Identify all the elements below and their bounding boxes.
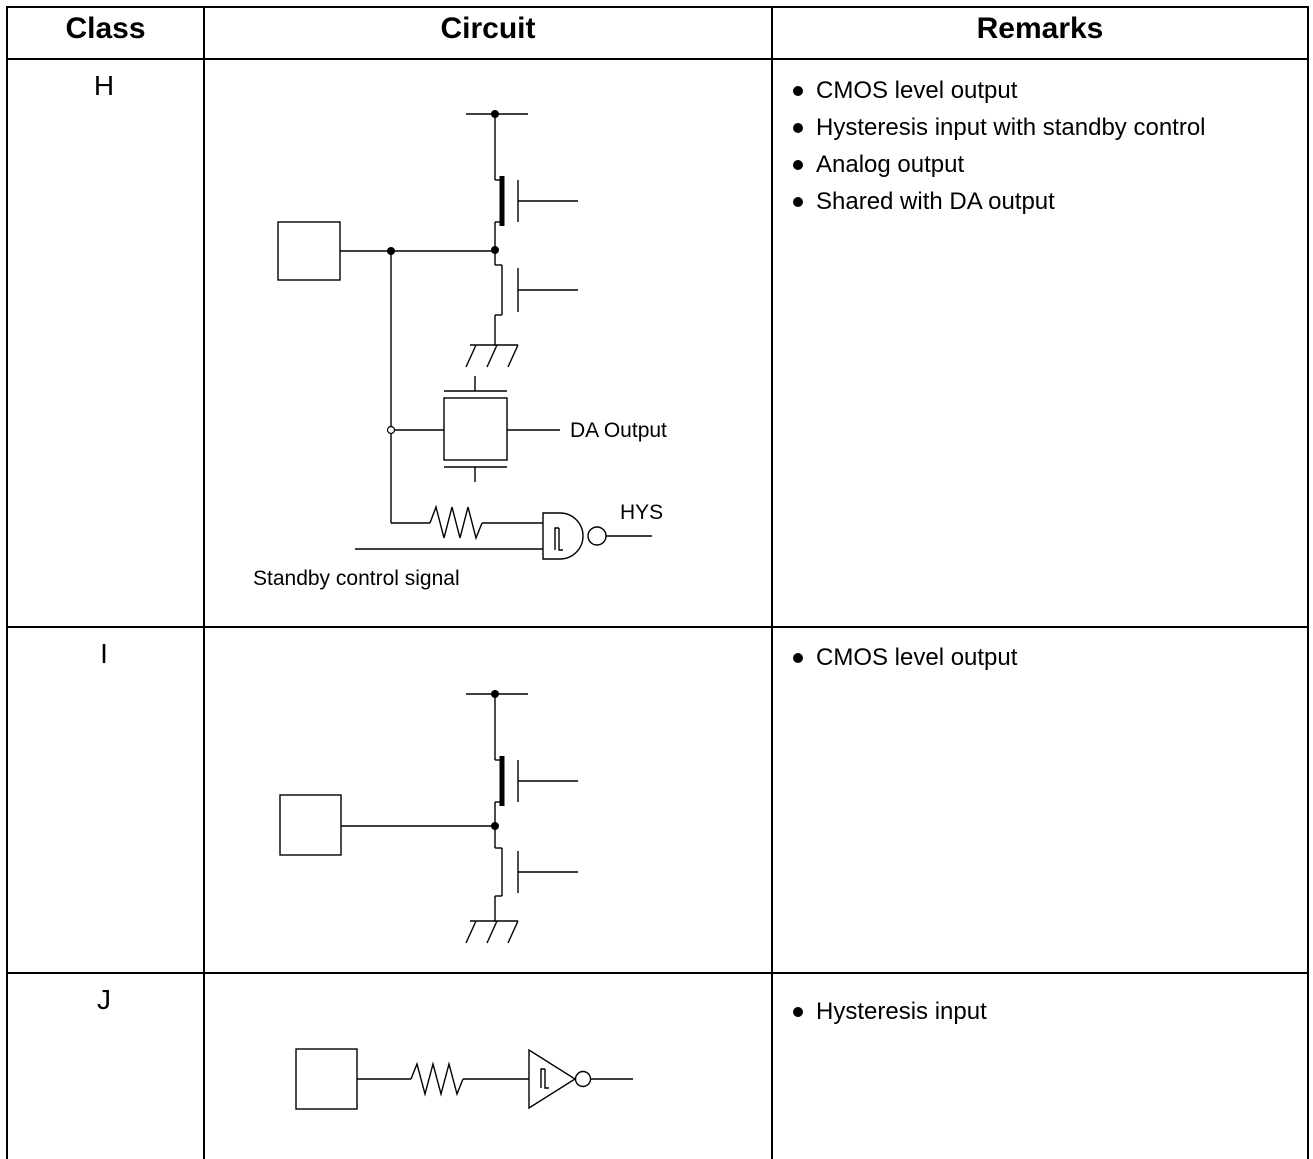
table-top-border xyxy=(6,6,1309,8)
ground-hatch xyxy=(507,920,519,944)
list-item: CMOS level output xyxy=(788,639,1308,676)
ground-hatch xyxy=(465,344,477,368)
row-i-class: I xyxy=(100,638,108,669)
standby-label: Standby control signal xyxy=(253,567,460,590)
header-remarks: Remarks xyxy=(976,12,1104,45)
row-j-class: J xyxy=(97,984,111,1015)
list-item: Shared with DA output xyxy=(788,183,1308,220)
resistor xyxy=(429,504,483,541)
hysteresis-symbol xyxy=(554,527,563,551)
list-item: Hysteresis input xyxy=(788,993,1308,1030)
circuit-column-divider xyxy=(771,6,773,1159)
hys-label: HYS xyxy=(620,501,663,524)
hysteresis-symbol xyxy=(540,1068,549,1089)
row-i-remarks: CMOS level output xyxy=(788,639,1308,676)
pad-box xyxy=(279,794,342,856)
row-i-bottom-border xyxy=(6,972,1309,974)
resistor xyxy=(410,1061,464,1097)
buffer-triangle xyxy=(528,1048,577,1110)
list-item: Analog output xyxy=(788,146,1308,183)
row-h-bottom-border xyxy=(6,626,1309,628)
header-class: Class xyxy=(65,12,146,45)
ground-hatch xyxy=(486,920,498,944)
row-j-remarks: Hysteresis input xyxy=(788,993,1308,1030)
ground-hatch xyxy=(486,344,498,368)
da-output-label: DA Output xyxy=(570,419,667,442)
row-h-class: H xyxy=(93,70,115,101)
table-left-border xyxy=(6,6,8,1159)
analog-switch xyxy=(443,397,508,461)
class-column-divider xyxy=(203,6,205,1159)
list-item: CMOS level output xyxy=(788,72,1308,109)
pad-box xyxy=(295,1048,358,1110)
header-bottom-border xyxy=(6,58,1309,60)
inverter-bubble xyxy=(574,1070,592,1088)
row-h-remarks: CMOS level output Hysteresis input with … xyxy=(788,72,1308,220)
list-item: Hysteresis input with standby control xyxy=(788,109,1308,146)
ground-hatch xyxy=(507,344,519,368)
table-right-border xyxy=(1307,6,1309,1159)
ground-hatch xyxy=(465,920,477,944)
header-circuit: Circuit xyxy=(440,12,536,45)
junction-dot xyxy=(491,246,499,254)
nand-gate xyxy=(542,512,584,560)
